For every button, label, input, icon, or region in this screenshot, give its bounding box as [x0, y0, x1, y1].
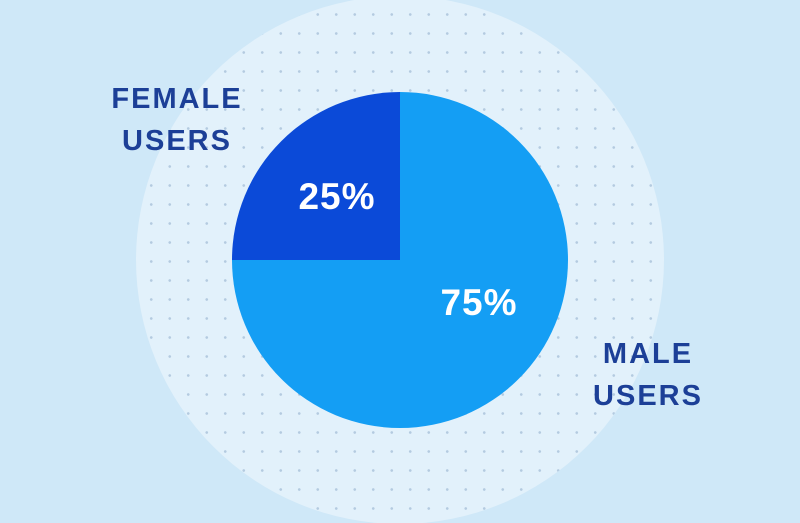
female-users-label-line1: FEMALE — [111, 83, 243, 115]
female-slice-percentage: 25% — [298, 176, 376, 217]
male-users-label: MALE USERS — [593, 333, 703, 417]
male-slice-percentage: 75% — [440, 282, 518, 323]
male-users-label-line2: USERS — [593, 380, 703, 412]
female-users-label: FEMALE USERS — [111, 78, 242, 162]
male-users-label-line1: MALE — [602, 338, 694, 370]
pie-chart — [232, 92, 568, 428]
female-users-label-line2: USERS — [122, 125, 232, 157]
